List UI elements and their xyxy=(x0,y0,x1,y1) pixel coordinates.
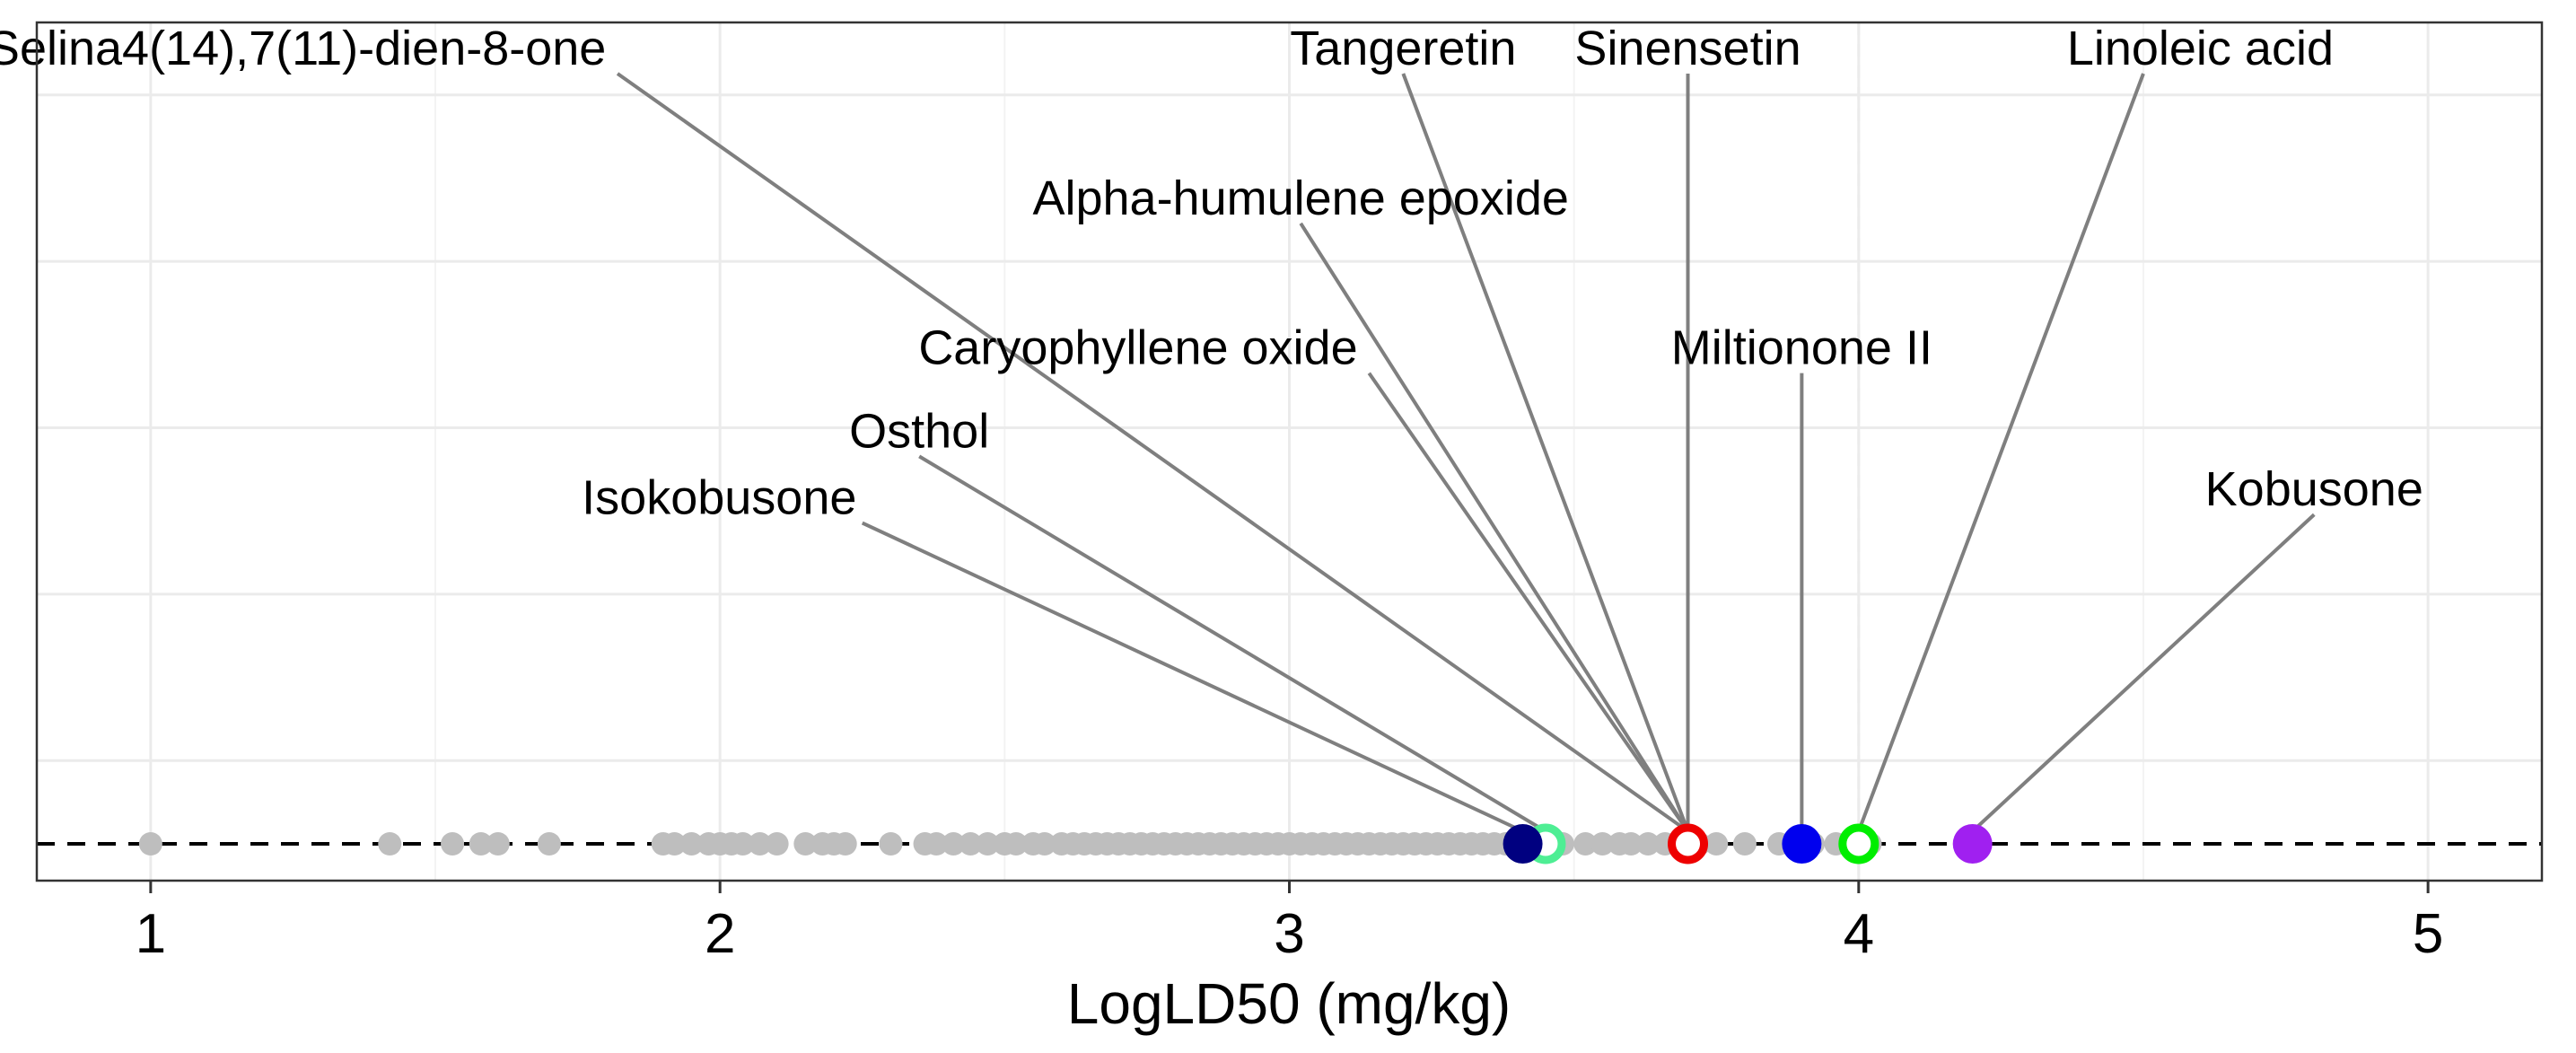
data-point xyxy=(469,832,493,856)
data-point xyxy=(942,832,966,856)
point-label: Tangeretin xyxy=(1290,22,1516,75)
data-point xyxy=(748,832,772,856)
x-tick-label: 3 xyxy=(1274,903,1304,965)
point-label: Osthol xyxy=(849,404,989,458)
data-point xyxy=(662,832,687,856)
data-point xyxy=(378,832,402,856)
data-point xyxy=(765,832,789,856)
x-tick-label: 1 xyxy=(136,903,166,965)
data-point xyxy=(1619,832,1643,856)
highlighted-point xyxy=(1503,824,1543,864)
data-point xyxy=(138,832,162,856)
highlighted-points xyxy=(1503,823,1993,864)
highlighted-point-ring xyxy=(1838,823,1879,864)
label-connector-line xyxy=(861,521,1524,833)
data-point xyxy=(1636,832,1660,856)
point-label: Alpha-humulene epoxide xyxy=(1032,171,1568,225)
data-point xyxy=(959,832,983,856)
point-label: Linoleic acid xyxy=(2067,22,2334,75)
label-connectors xyxy=(616,72,2316,833)
grid xyxy=(37,22,2542,881)
data-point xyxy=(731,832,755,856)
x-axis-ticks: 1 2 3 4 5 xyxy=(136,881,2443,965)
point-label: Isokobusone xyxy=(582,471,856,525)
label-connector-line xyxy=(1299,222,1690,833)
label-connector-line xyxy=(1401,73,1690,832)
x-axis-title: LogLD50 (mg/kg) xyxy=(1067,971,1511,1036)
data-point xyxy=(976,832,1000,856)
data-point xyxy=(441,832,465,856)
point-labels: Selina4(14),7(11)-dien-8-one Tangeretin Si… xyxy=(0,22,2423,525)
data-point xyxy=(537,832,561,856)
label-connector-line xyxy=(1971,513,2316,833)
data-point xyxy=(833,832,857,856)
data-point xyxy=(1004,832,1029,856)
data-point xyxy=(1732,832,1757,856)
data-point xyxy=(793,832,818,856)
data-point xyxy=(486,832,510,856)
data-point xyxy=(679,832,704,856)
x-tick-label: 5 xyxy=(2413,903,2443,965)
point-label: Selina4(14),7(11)-dien-8-one xyxy=(0,22,606,75)
data-point xyxy=(1590,832,1615,856)
data-point xyxy=(1573,832,1598,856)
data-point xyxy=(924,832,949,856)
data-point xyxy=(879,832,903,856)
point-label: Caryophyllene oxide xyxy=(918,321,1357,375)
label-connector-line xyxy=(616,72,1689,833)
label-connector-line xyxy=(1367,372,1690,833)
x-tick-label: 4 xyxy=(1844,903,1874,965)
x-tick-label: 2 xyxy=(705,903,735,965)
label-connector-line xyxy=(918,454,1546,833)
data-point xyxy=(1704,832,1729,856)
point-label: Miltionone II xyxy=(1671,321,1932,375)
highlighted-point xyxy=(1952,824,1993,864)
highlighted-point-ring xyxy=(1668,823,1709,864)
label-connector-line xyxy=(1856,73,2145,832)
point-label: Kobusone xyxy=(2205,462,2423,516)
point-label: Sinensetin xyxy=(1574,22,1801,75)
data-point xyxy=(1032,832,1056,856)
highlighted-point xyxy=(1782,824,1822,864)
